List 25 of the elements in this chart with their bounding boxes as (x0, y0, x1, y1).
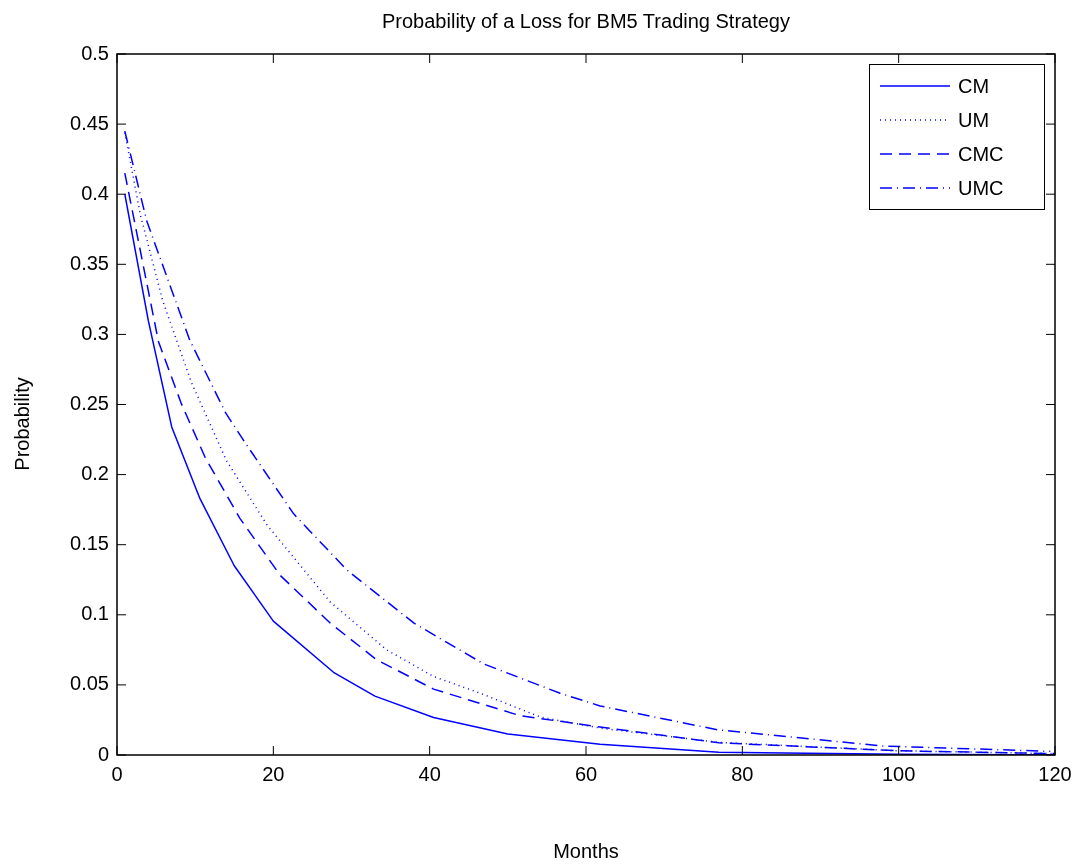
y-axis-title: Probability (10, 377, 34, 471)
x-tick-label: 120 (1038, 762, 1072, 785)
y-tick-label: 0.35 (70, 251, 109, 274)
x-tick-label: 60 (574, 762, 598, 785)
y-tick-label: 0.05 (70, 672, 109, 695)
y-tick-label: 0.25 (70, 392, 109, 415)
legend-label: UMC (958, 176, 1004, 200)
y-tick-label: 0.3 (81, 321, 109, 344)
chart-title: Probability of a Loss for BM5 Trading Strategy (381, 10, 791, 33)
x-tick-label: 100 (881, 762, 916, 785)
x-tick-label: 80 (731, 762, 754, 785)
y-tick-label: 0.45 (70, 111, 109, 134)
x-tick-label: 0 (111, 762, 123, 785)
y-tick-label: 0.15 (70, 532, 109, 555)
legend-label: UM (958, 108, 990, 132)
x-tick-label: 20 (262, 762, 285, 785)
legend-label: CMC (958, 142, 1004, 166)
y-tick-label: 0.1 (81, 602, 109, 625)
x-tick-label: 40 (418, 762, 441, 785)
y-tick-label: 0.2 (81, 462, 109, 485)
legend-label: CM (958, 74, 990, 98)
y-tick-label: 0 (97, 742, 109, 765)
y-tick-label: 0.5 (81, 41, 109, 64)
y-tick-label: 0.4 (81, 181, 109, 204)
x-axis-title: Months (552, 840, 620, 863)
